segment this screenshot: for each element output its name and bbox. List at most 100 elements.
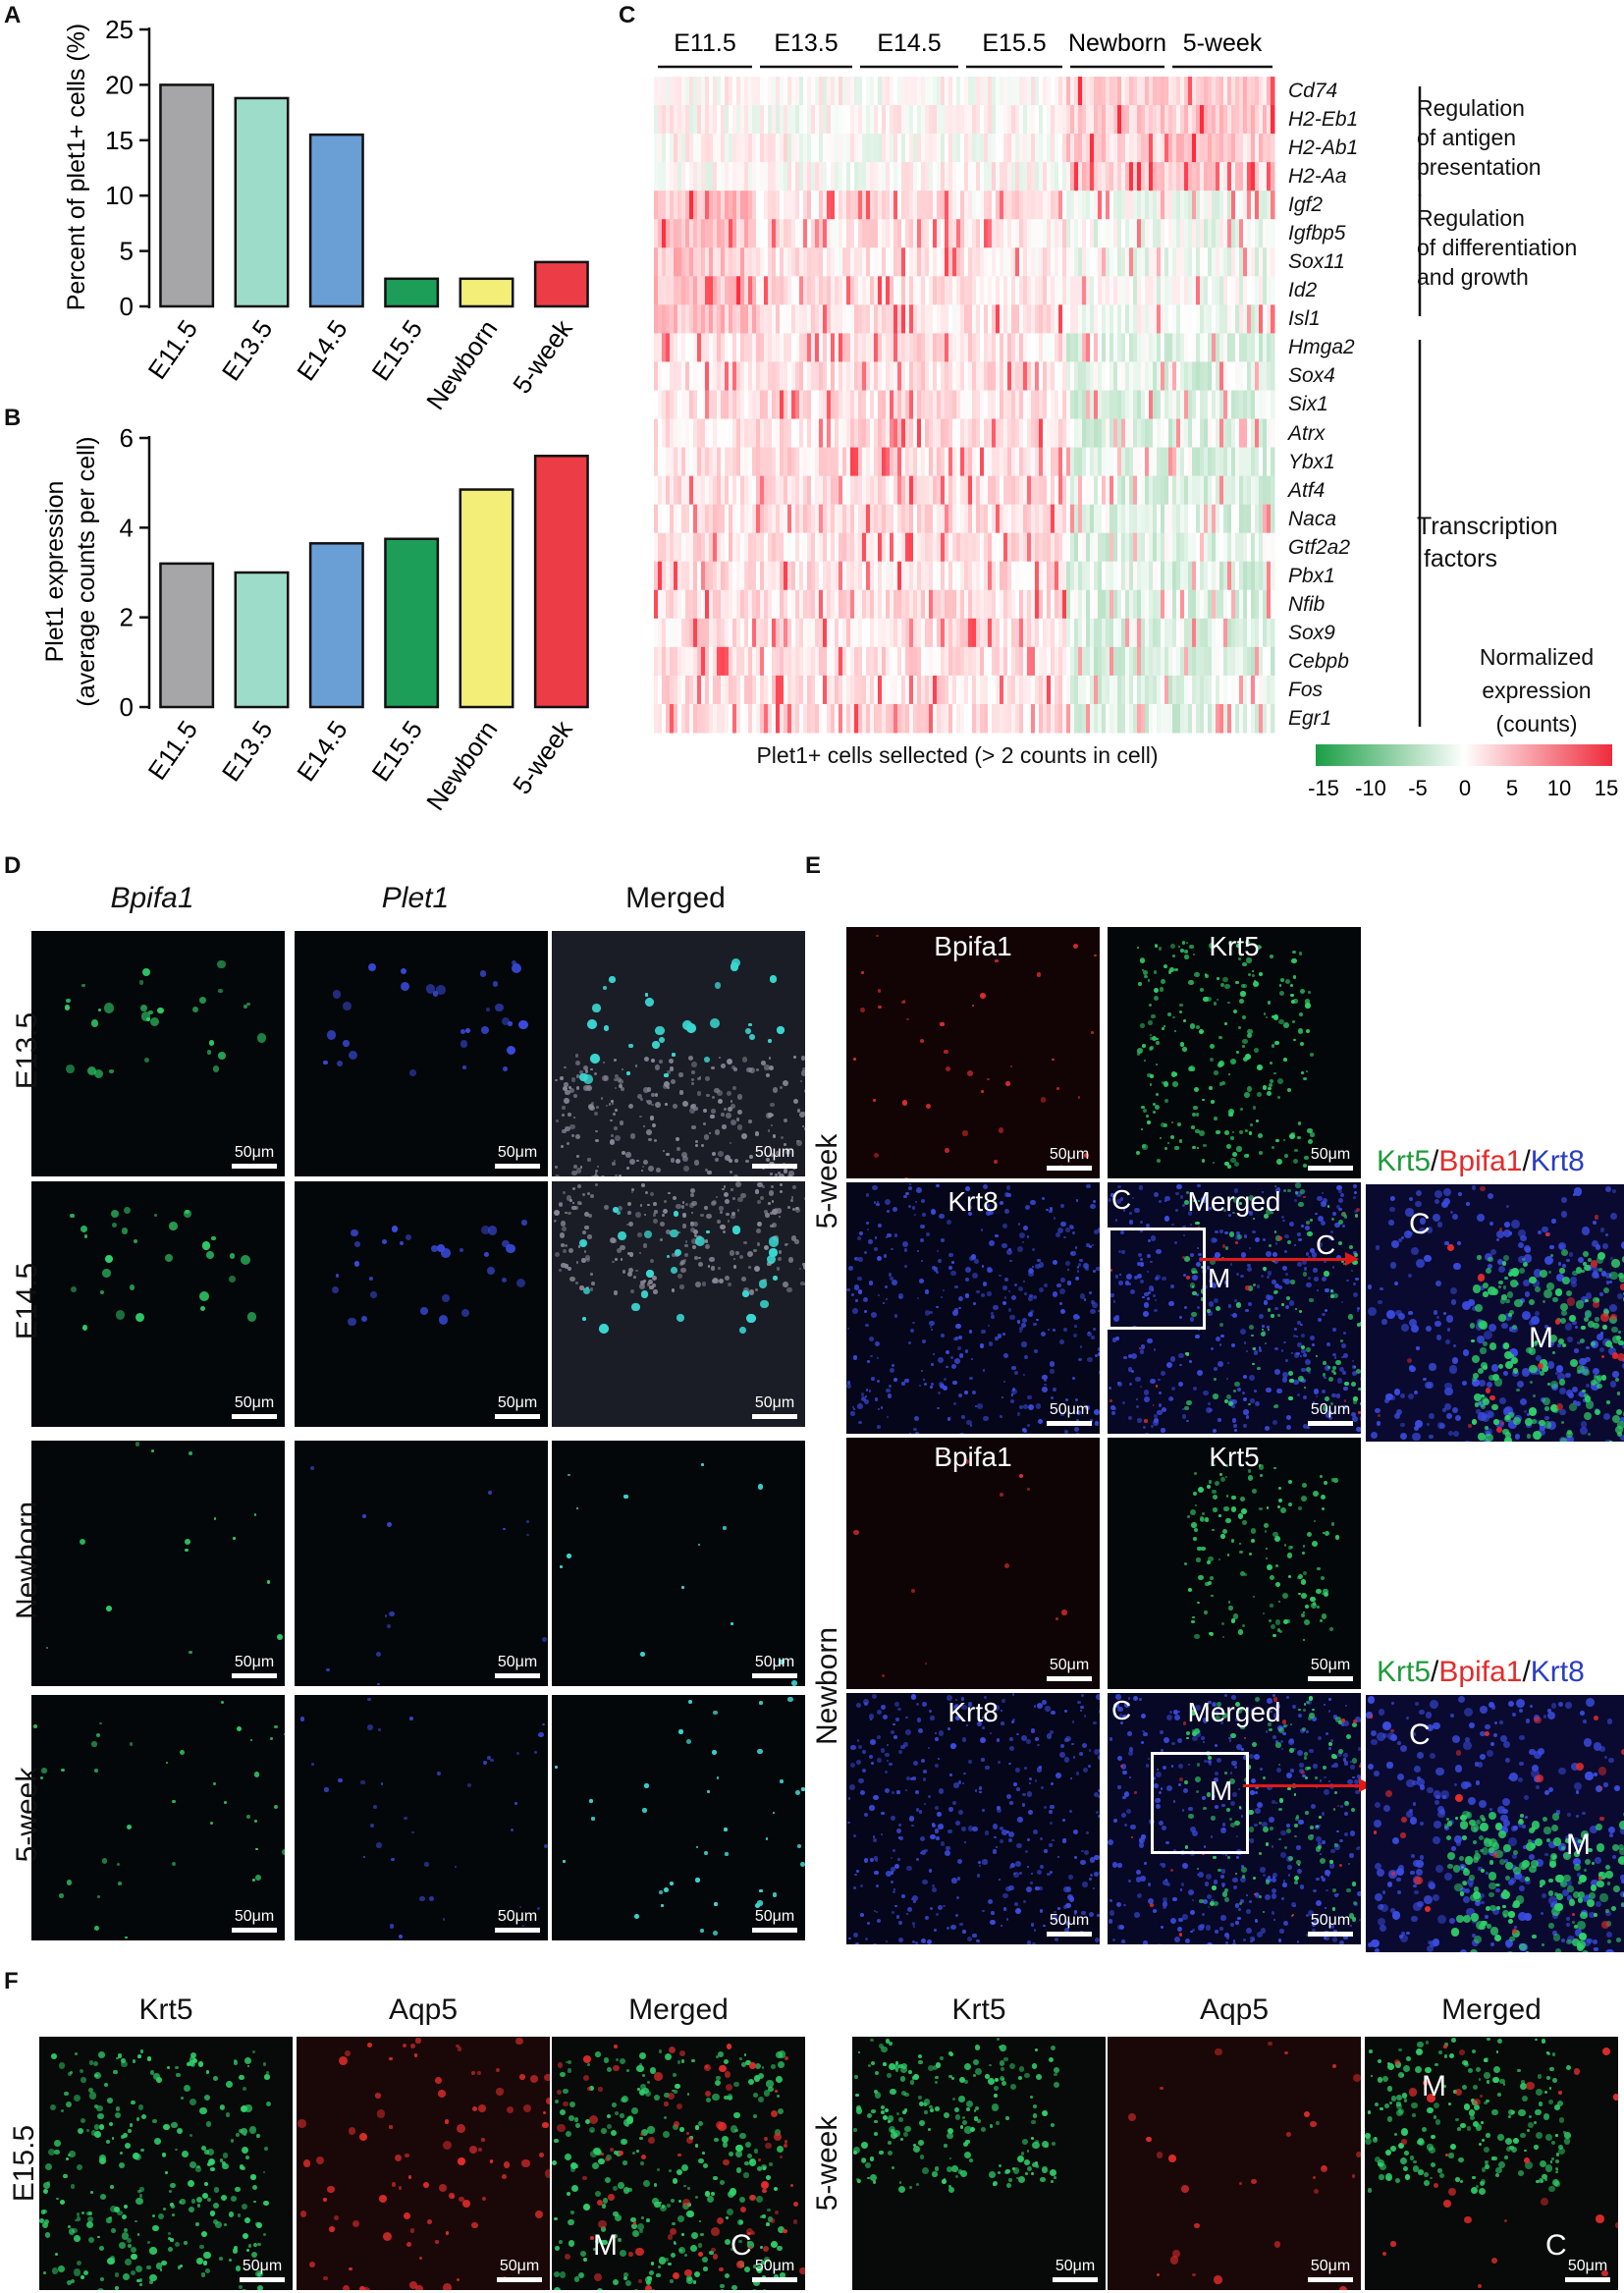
signal-speck (1382, 1804, 1390, 1812)
gene-label: Cd74 (1288, 80, 1338, 102)
signal-speck (1152, 1775, 1157, 1780)
signal-speck (1485, 1905, 1490, 1911)
signal-speck (1313, 1888, 1317, 1893)
signal-speck (1583, 1262, 1587, 1266)
signal-speck (1204, 1611, 1208, 1615)
signal-speck (1293, 999, 1298, 1004)
signal-speck (946, 1926, 950, 1931)
signal-speck (1197, 1546, 1202, 1551)
signal-speck (937, 1757, 941, 1761)
signal-speck (1411, 1854, 1416, 1859)
signal-speck (437, 2090, 446, 2099)
signal-speck (243, 2133, 246, 2137)
signal-speck (209, 2211, 216, 2216)
signal-speck (1019, 1404, 1024, 1409)
signal-speck (979, 1343, 985, 1348)
signal-speck (1576, 1814, 1580, 1818)
signal-speck (618, 1230, 627, 1240)
signal-speck (1300, 1579, 1307, 1585)
signal-speck (1383, 1398, 1389, 1404)
inset-title-slash1: / (1431, 1656, 1439, 1688)
signal-speck (1252, 981, 1259, 987)
signal-speck (1157, 1943, 1163, 1944)
signal-speck (1130, 1353, 1137, 1360)
signal-speck (263, 2062, 267, 2066)
signal-speck (1276, 1388, 1283, 1394)
signal-speck (1136, 1261, 1141, 1266)
signal-speck (213, 2076, 218, 2082)
signal-speck (1202, 1099, 1205, 1102)
signal-speck (1164, 1081, 1169, 1087)
signal-speck (1032, 1829, 1038, 1835)
signal-speck (1265, 1730, 1269, 1733)
signal-speck (940, 1334, 945, 1338)
signal-speck (987, 1291, 992, 1296)
signal-speck (995, 1233, 999, 1237)
signal-speck (514, 1802, 517, 1805)
signal-speck (1482, 1818, 1486, 1822)
signal-speck (1297, 1028, 1303, 1034)
signal-speck (1294, 1834, 1298, 1838)
signal-speck (1076, 1419, 1080, 1423)
signal-speck (1325, 1732, 1328, 1735)
d-row-label: Newborn (11, 1501, 43, 1620)
signal-speck (976, 1938, 980, 1943)
signal-speck (1602, 1412, 1610, 1421)
signal-speck (153, 2138, 161, 2145)
signal-speck (1352, 1370, 1358, 1377)
signal-speck (1287, 1501, 1293, 1507)
micrograph-e-1-0: Krt8 50μm (846, 1182, 1100, 1434)
signal-speck (1519, 1875, 1527, 1884)
signal-speck (162, 2207, 166, 2211)
signal-speck (696, 1846, 699, 1849)
signal-speck (1446, 1851, 1456, 1860)
signal-speck (1274, 1536, 1280, 1543)
signal-speck (1320, 1220, 1326, 1227)
signal-speck (614, 1257, 619, 1262)
signal-speck (853, 1284, 860, 1290)
legend-tick-label: -5 (1408, 776, 1428, 800)
signal-speck (310, 1763, 314, 1766)
signal-speck (852, 1405, 855, 1408)
signal-speck (536, 1906, 541, 1911)
signal-speck (1063, 1757, 1070, 1763)
signal-speck (655, 1168, 661, 1174)
signal-speck (1494, 1849, 1503, 1859)
signal-speck (1128, 1747, 1134, 1752)
signal-speck (665, 1103, 668, 1106)
signal-speck (725, 1155, 731, 1162)
signal-speck (115, 1310, 125, 1320)
signal-speck (1240, 1876, 1246, 1883)
signal-speck (1607, 1826, 1616, 1834)
signal-speck (1140, 1221, 1143, 1224)
signal-speck (1262, 1328, 1265, 1331)
signal-speck (1035, 1263, 1041, 1270)
signal-speck (217, 959, 226, 969)
signal-speck (188, 1650, 192, 1655)
signal-speck (1311, 1602, 1317, 1609)
signal-speck (1063, 1709, 1067, 1713)
scale-line (1308, 1676, 1353, 1681)
signal-speck (1121, 1813, 1127, 1818)
signal-speck (1407, 1357, 1413, 1363)
signal-speck (1272, 1694, 1276, 1698)
signal-speck (930, 1834, 936, 1840)
signal-speck (1170, 1387, 1175, 1392)
signal-speck (1468, 1721, 1476, 1729)
x-tick-label: E11.5 (142, 715, 203, 785)
signal-speck (1233, 1885, 1237, 1889)
signal-speck (521, 1924, 525, 1927)
signal-speck (109, 2205, 117, 2213)
signal-speck (771, 1124, 774, 1127)
signal-speck (872, 1837, 877, 1842)
signal-speck (1375, 1407, 1380, 1414)
signal-speck (880, 1833, 883, 1836)
signal-speck (1459, 1855, 1465, 1861)
signal-speck (651, 1276, 657, 1282)
signal-speck (1338, 1207, 1342, 1211)
signal-speck (942, 1288, 945, 1291)
signal-speck (1178, 1010, 1182, 1013)
signal-speck (764, 1065, 770, 1070)
signal-speck (82, 1325, 88, 1331)
signal-speck (1225, 1517, 1231, 1524)
